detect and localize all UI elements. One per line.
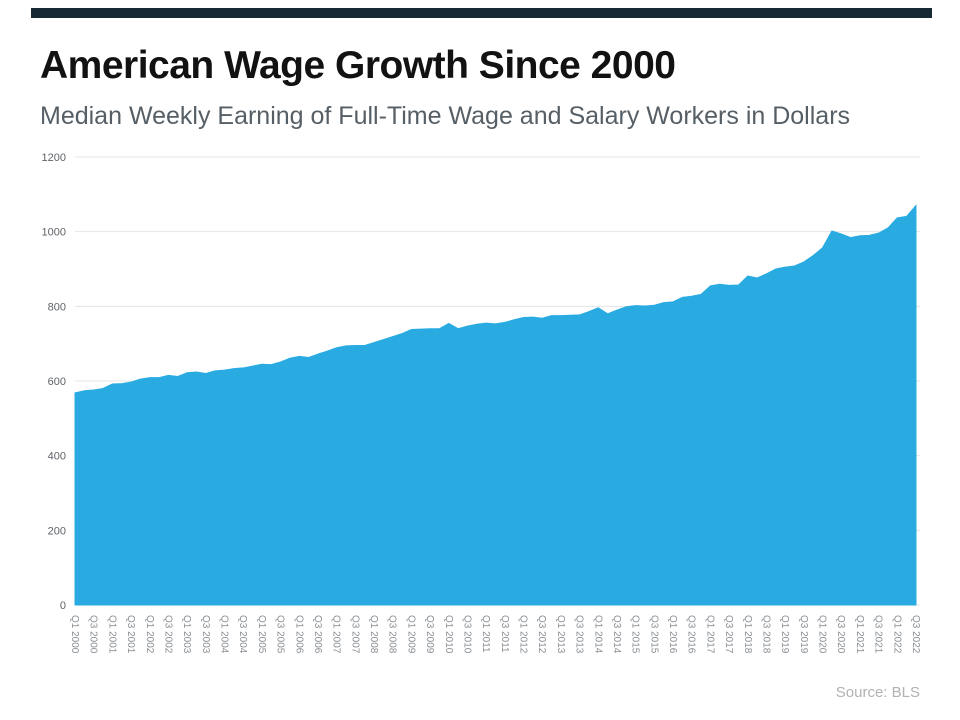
x-tick-label: Q1 2006 bbox=[293, 615, 304, 654]
x-tick-label: Q3 2008 bbox=[387, 615, 398, 654]
x-tick-label: Q1 2010 bbox=[443, 615, 454, 654]
x-tick-label: Q3 2005 bbox=[275, 615, 286, 654]
x-tick-label: Q3 2001 bbox=[125, 615, 136, 654]
x-tick-label: Q3 2012 bbox=[536, 615, 547, 654]
page-title: American Wage Growth Since 2000 bbox=[40, 44, 676, 87]
x-tick-label: Q1 2009 bbox=[405, 615, 416, 654]
y-tick-label: 400 bbox=[48, 451, 66, 463]
x-tick-label: Q1 2001 bbox=[106, 615, 117, 654]
chart-container: 0 200 400 600 800 1000 1200 Q1 2000 Q3 2000 Q1 20… bbox=[0, 140, 960, 685]
x-tick-label: Q1 2005 bbox=[256, 615, 267, 654]
x-tick-label: Q3 2009 bbox=[424, 615, 435, 654]
x-tick-label: Q3 2018 bbox=[760, 615, 771, 654]
wage-area-chart: 0 200 400 600 800 1000 1200 Q1 2000 Q3 2000 Q1 20… bbox=[42, 152, 921, 654]
x-tick-label: Q3 2010 bbox=[461, 615, 472, 654]
x-tick-label: Q3 2015 bbox=[648, 615, 659, 654]
x-tick-label: Q1 2022 bbox=[891, 615, 902, 654]
x-tick-label: Q1 2013 bbox=[555, 615, 566, 654]
x-tick-label: Q3 2006 bbox=[312, 615, 323, 654]
top-accent-bar bbox=[31, 8, 932, 18]
page-subtitle: Median Weekly Earning of Full-Time Wage … bbox=[40, 102, 851, 130]
x-tick-label: Q1 2008 bbox=[368, 615, 379, 654]
x-tick-label: Q3 2011 bbox=[499, 615, 510, 653]
x-tick-label: Q1 2014 bbox=[592, 615, 603, 654]
x-tick-label: Q3 2004 bbox=[237, 615, 248, 654]
x-tick-label: Q3 2013 bbox=[574, 615, 585, 654]
x-tick-label: Q1 2019 bbox=[779, 615, 790, 654]
x-tick-label: Q1 2000 bbox=[69, 615, 80, 654]
x-tick-label: Q3 2014 bbox=[611, 615, 622, 654]
x-tick-label: Q3 2019 bbox=[798, 615, 809, 654]
x-tick-label: Q3 2017 bbox=[723, 615, 734, 654]
x-tick-label: Q3 2003 bbox=[200, 615, 211, 654]
x-tick-label: Q3 2021 bbox=[873, 615, 884, 654]
x-tick-label: Q1 2007 bbox=[331, 615, 342, 654]
x-tick-label: Q3 2020 bbox=[835, 615, 846, 654]
y-tick-label: 1200 bbox=[42, 152, 66, 164]
x-tick-label: Q3 2007 bbox=[349, 615, 360, 654]
x-tick-label: Q1 2003 bbox=[181, 615, 192, 654]
x-tick-label: Q1 2020 bbox=[817, 615, 828, 654]
x-tick-label: Q3 2002 bbox=[162, 615, 173, 654]
x-tick-label: Q1 2021 bbox=[854, 615, 865, 654]
x-tick-label: Q1 2004 bbox=[219, 615, 230, 654]
x-tick-label: Q3 2016 bbox=[686, 615, 697, 654]
x-tick-label: Q1 2016 bbox=[667, 615, 678, 654]
x-tick-label: Q1 2018 bbox=[742, 615, 753, 654]
x-tick-label: Q1 2017 bbox=[704, 615, 715, 654]
y-tick-label: 0 bbox=[60, 600, 66, 612]
wage-area-series bbox=[74, 204, 917, 606]
y-tick-label: 600 bbox=[48, 376, 66, 388]
x-tick-label: Q1 2011 bbox=[480, 615, 491, 653]
x-tick-label: Q1 2002 bbox=[144, 615, 155, 654]
x-tick-label: Q1 2012 bbox=[518, 615, 529, 654]
x-tick-label: Q3 2022 bbox=[910, 615, 921, 654]
x-tick-label: Q3 2000 bbox=[88, 615, 99, 654]
y-tick-label: 1000 bbox=[42, 227, 66, 239]
y-tick-label: 200 bbox=[48, 525, 66, 537]
source-caption: Source: BLS bbox=[835, 684, 920, 701]
y-tick-label: 800 bbox=[48, 301, 66, 313]
x-tick-label: Q1 2015 bbox=[630, 615, 641, 654]
